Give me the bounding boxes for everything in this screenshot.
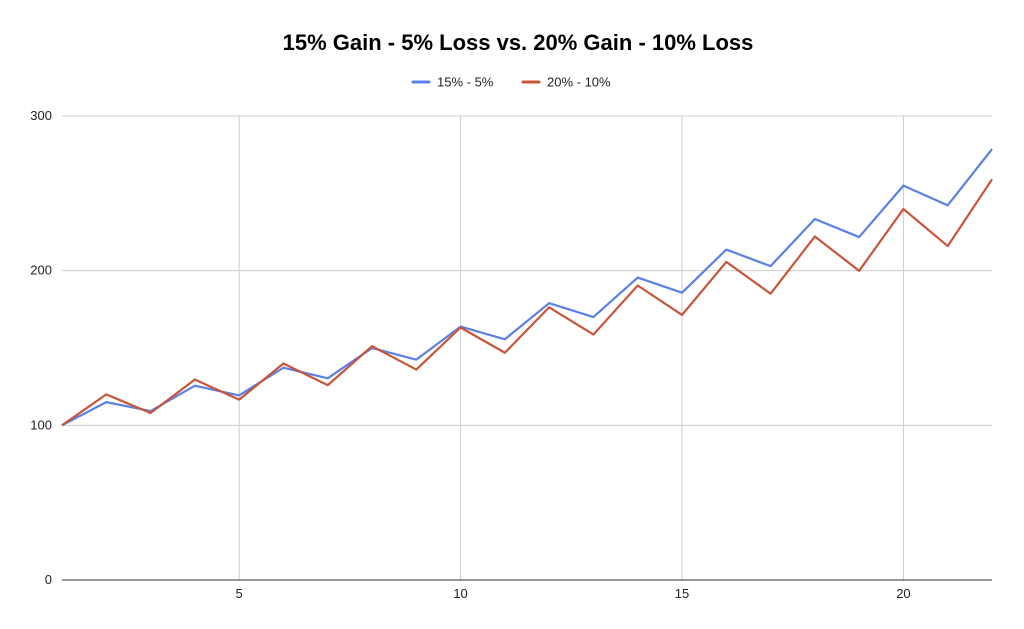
gridlines bbox=[62, 115, 992, 580]
tick-labels: 0 100 200 300 5 10 15 20 bbox=[30, 108, 910, 601]
legend: 15% - 5% 20% - 10% bbox=[411, 75, 611, 90]
series-line-2 bbox=[61, 178, 993, 427]
legend-label-1: 15% - 5% bbox=[437, 75, 494, 90]
legend-label-2: 20% - 10% bbox=[547, 75, 611, 90]
y-tick-label: 0 bbox=[45, 572, 52, 587]
y-tick-label: 200 bbox=[30, 263, 52, 278]
x-tick-label: 20 bbox=[896, 586, 910, 601]
series-line-1 bbox=[61, 148, 993, 427]
y-tick-label: 300 bbox=[30, 108, 52, 123]
x-tick-label: 15 bbox=[675, 586, 689, 601]
y-tick-label: 100 bbox=[30, 417, 52, 432]
chart-title: 15% Gain - 5% Loss vs. 20% Gain - 10% Lo… bbox=[283, 30, 754, 55]
series-lines bbox=[61, 148, 993, 427]
x-tick-label: 10 bbox=[453, 586, 467, 601]
x-tick-label: 5 bbox=[236, 586, 243, 601]
